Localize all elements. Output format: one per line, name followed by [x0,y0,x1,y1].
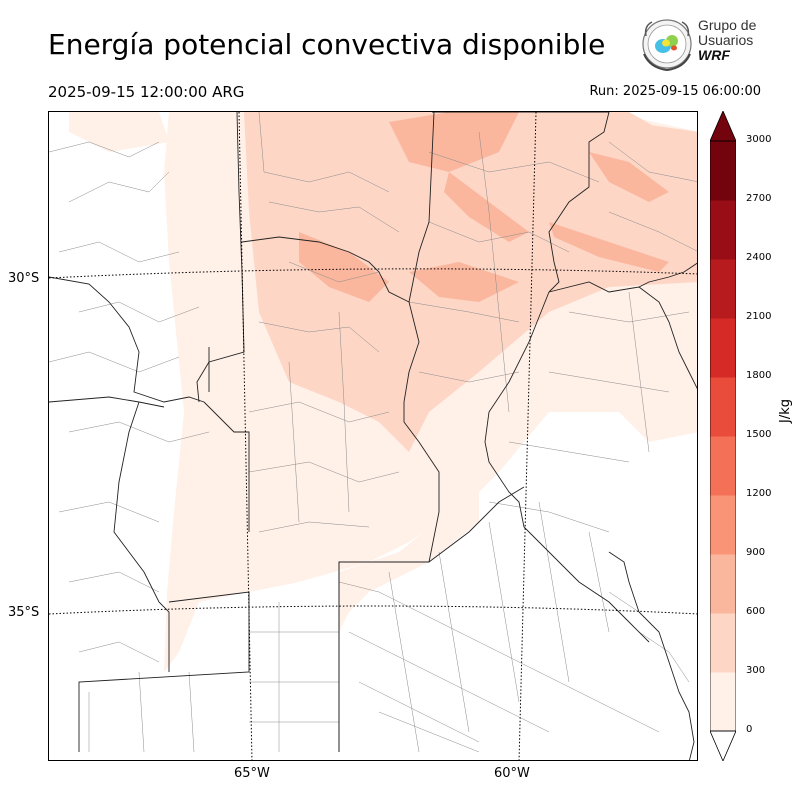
lat-label-30s: 30°S [8,271,40,286]
logo-line-2: Usuarios [698,32,754,48]
lat-label-35s: 35°S [8,605,40,620]
valid-time: 2025-09-15 12:00:00 ARG [48,83,245,101]
colorbar-tick-label: 1200 [746,488,772,499]
colorbar-band [710,318,736,378]
wrf-users-logo: Grupo de Usuarios WRF [638,16,758,72]
province-boundaries [49,112,697,760]
colorbar-tick-label: 3000 [746,134,772,145]
colorbar-tick-label: 2100 [746,311,772,322]
colorbar-band [710,672,736,732]
colorbar-band [710,141,736,201]
colorbar-tick-label: 900 [746,547,766,558]
colorbar [710,111,736,761]
colorbar-unit-label: J/kg [778,399,793,423]
colorbar-tick-label: 2700 [746,193,772,204]
colorbar-tick-label: 600 [746,606,766,617]
colorbar-frame [710,140,736,732]
logo-emblem-icon [642,19,692,72]
colorbar-band [710,200,736,260]
colorbar-band [710,259,736,319]
colorbar-extend-low [710,730,736,761]
colorbar-tick-label: 2400 [746,252,772,263]
logo-line-1: Grupo de [698,17,757,33]
colorbar-tick-label: 0 [746,724,753,735]
logo-line-3: WRF [698,47,730,63]
colorbar-tick-label: 300 [746,665,766,676]
colorbar-tick-label: 1500 [746,429,772,440]
lon-label-60w: 60°W [494,766,530,781]
map-title: Energía potencial convectiva disponible [48,28,606,61]
cape-shading [69,112,697,672]
colorbar-band [710,613,736,673]
colorbar-band [710,436,736,496]
colorbar-tick-label: 1800 [746,370,772,381]
lon-label-65w: 65°W [234,766,270,781]
colorbar-band [710,495,736,555]
department-boundaries [49,112,697,753]
run-time: Run: 2025-09-15 06:00:00 [589,84,761,99]
cape-map[interactable] [48,111,698,761]
colorbar-band [710,554,736,614]
map-canvas [49,112,697,760]
colorbar-extend-high [710,111,736,142]
colorbar-band [710,377,736,437]
graticule [49,112,697,760]
